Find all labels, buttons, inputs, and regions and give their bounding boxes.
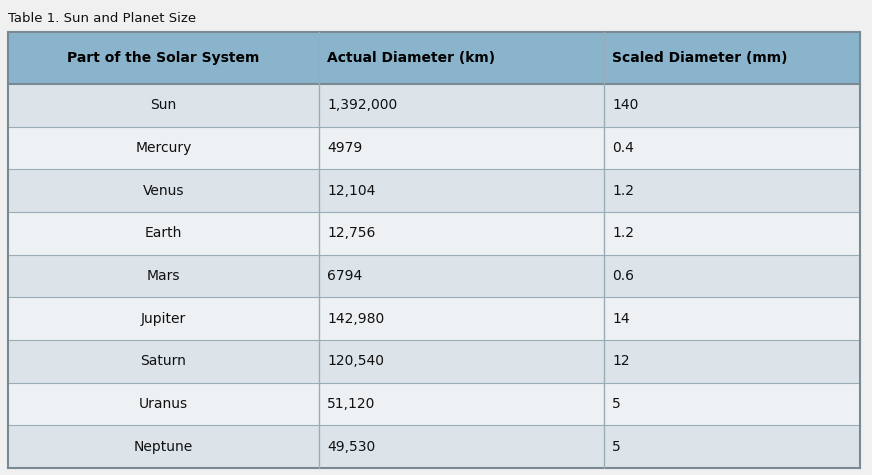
Text: 140: 140 (612, 98, 639, 112)
Text: Uranus: Uranus (139, 397, 188, 411)
Text: 142,980: 142,980 (327, 312, 385, 326)
Text: Scaled Diameter (mm): Scaled Diameter (mm) (612, 51, 788, 65)
Text: 120,540: 120,540 (327, 354, 384, 368)
Bar (8, 169, 860, 212)
Text: 1.2: 1.2 (612, 226, 635, 240)
Text: 49,530: 49,530 (327, 440, 375, 454)
Text: 5: 5 (612, 397, 621, 411)
Text: 0.6: 0.6 (612, 269, 635, 283)
Bar (8, 212, 860, 255)
Text: Mercury: Mercury (135, 141, 192, 155)
Bar (8, 383, 860, 425)
Text: Venus: Venus (143, 184, 184, 198)
Bar (8, 425, 860, 468)
Bar (8, 127, 860, 169)
Text: 5: 5 (612, 440, 621, 454)
Text: Sun: Sun (150, 98, 177, 112)
Bar (8, 255, 860, 297)
Text: Saturn: Saturn (140, 354, 187, 368)
Text: Actual Diameter (km): Actual Diameter (km) (327, 51, 495, 65)
Text: Table 1. Sun and Planet Size: Table 1. Sun and Planet Size (8, 12, 196, 25)
Text: 4979: 4979 (327, 141, 362, 155)
Text: Earth: Earth (145, 226, 182, 240)
Text: 1,392,000: 1,392,000 (327, 98, 398, 112)
Text: 12: 12 (612, 354, 630, 368)
Text: 0.4: 0.4 (612, 141, 634, 155)
Text: 12,756: 12,756 (327, 226, 375, 240)
Text: 12,104: 12,104 (327, 184, 375, 198)
Text: 6794: 6794 (327, 269, 362, 283)
Text: 51,120: 51,120 (327, 397, 375, 411)
Text: Neptune: Neptune (134, 440, 193, 454)
Bar (8, 32, 860, 84)
Text: Jupiter: Jupiter (141, 312, 186, 326)
Bar (8, 84, 860, 127)
Text: 14: 14 (612, 312, 630, 326)
Text: 1.2: 1.2 (612, 184, 635, 198)
Bar (8, 297, 860, 340)
Bar (8, 340, 860, 383)
Text: Part of the Solar System: Part of the Solar System (67, 51, 260, 65)
Text: Mars: Mars (146, 269, 181, 283)
